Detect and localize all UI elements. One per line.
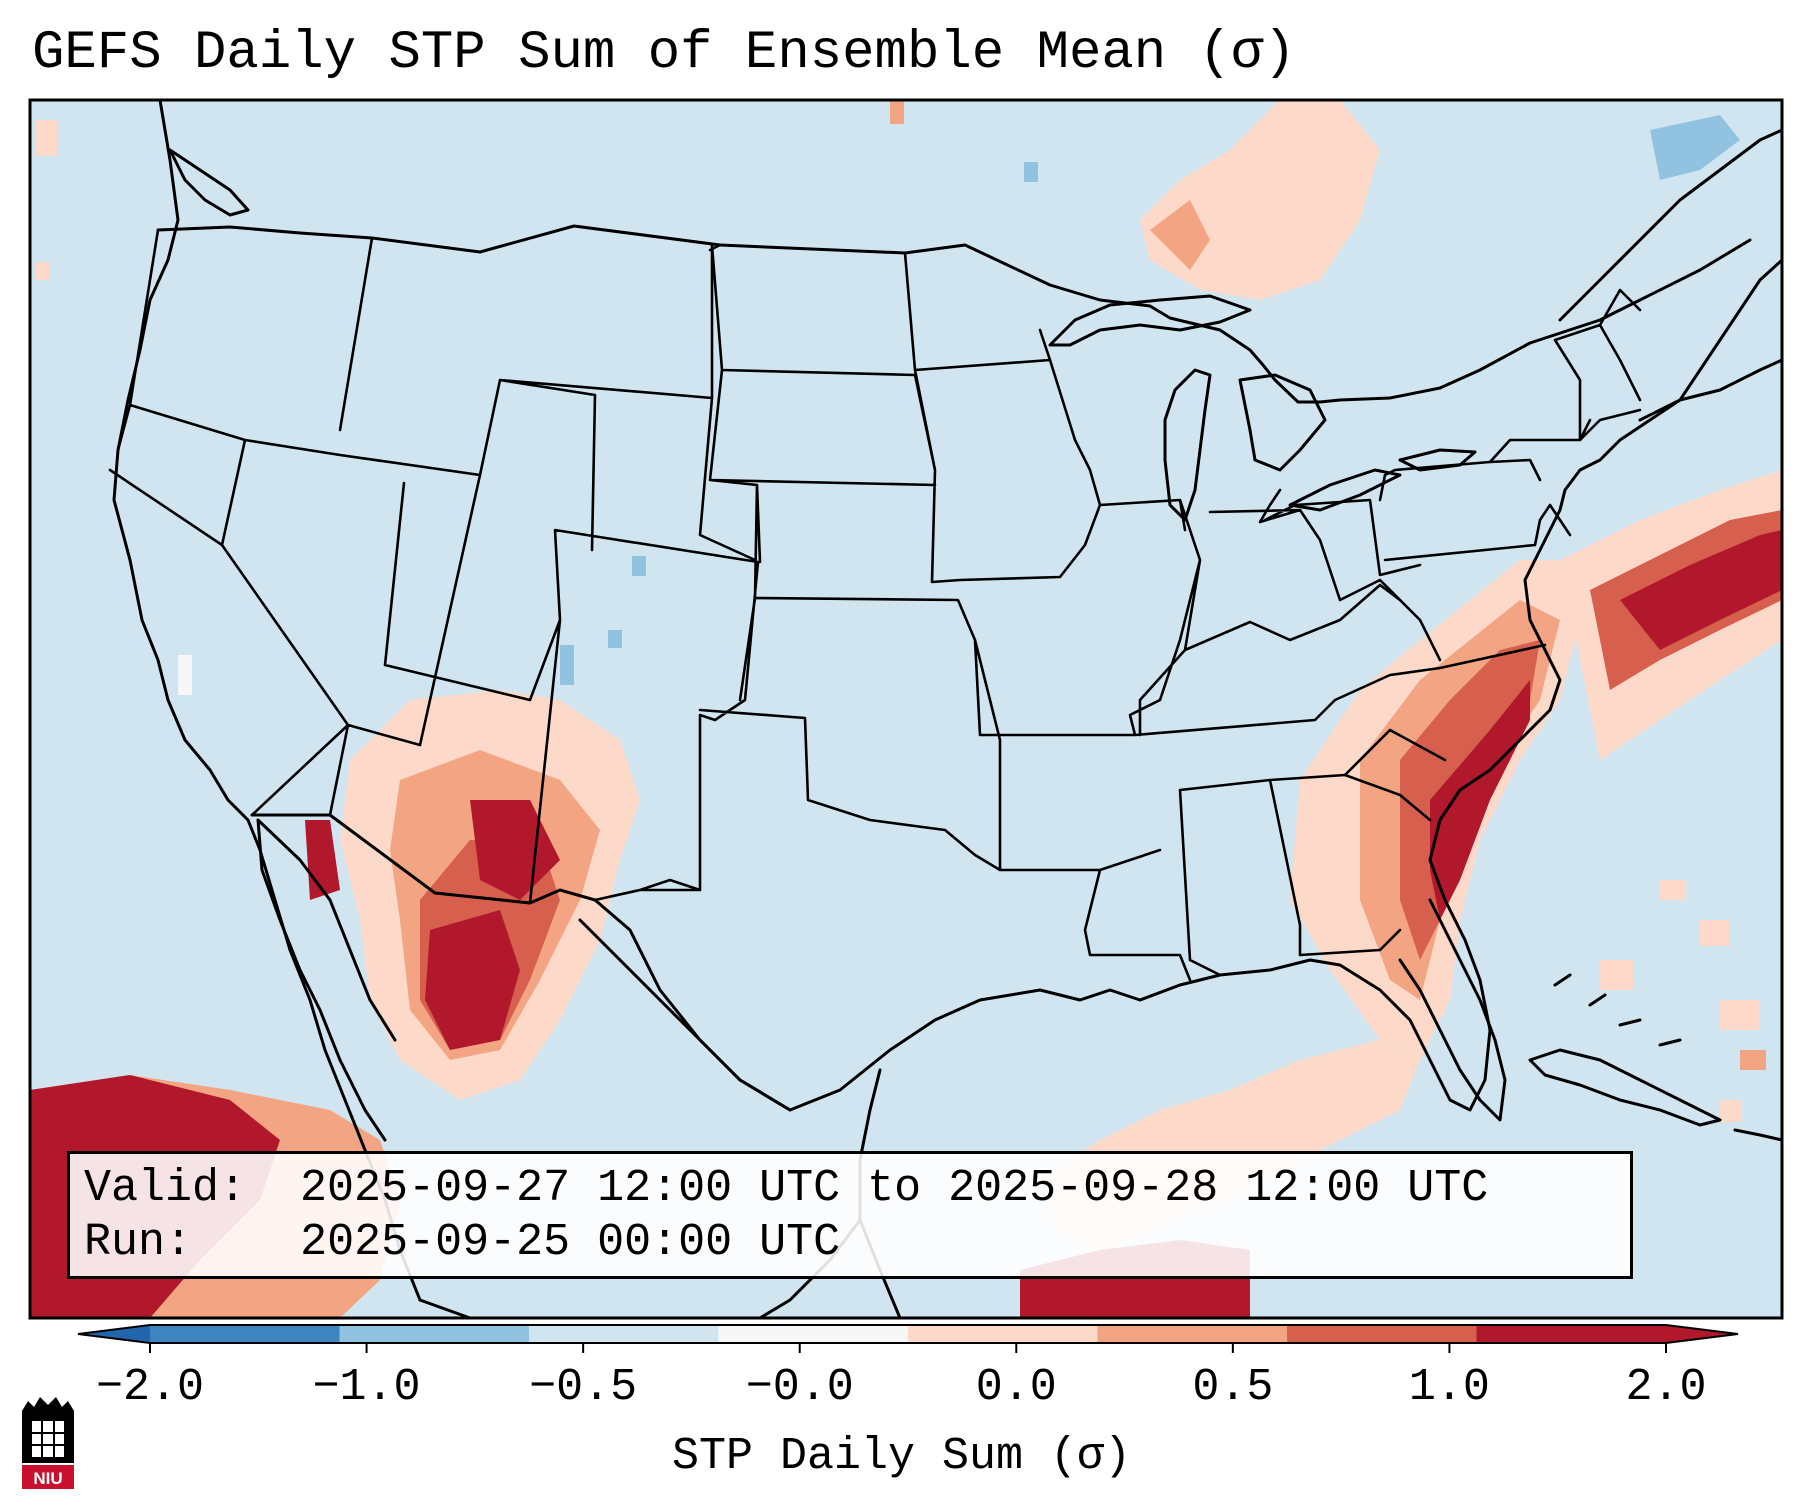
colorbar-tick-label: 0.0: [976, 1362, 1057, 1413]
stp-cell: [36, 262, 50, 280]
colorbar-segment: [1476, 1325, 1667, 1343]
colorbar-segment: [1097, 1325, 1288, 1343]
colorbar-tick-label: −1.0: [313, 1362, 421, 1413]
colorbar-segment: [339, 1325, 530, 1343]
stp-cell: [890, 100, 904, 124]
valid-value: 2025-09-27 12:00 UTC to 2025-09-28 12:00…: [300, 1163, 1489, 1214]
stp-cell: [36, 120, 58, 156]
colorbar-segment: [1287, 1325, 1477, 1343]
stp-cell-negative: [560, 645, 574, 685]
colorbar-extend-high: [1666, 1325, 1738, 1343]
colorbar-segment: [529, 1325, 719, 1343]
stp-cell-negative: [632, 556, 646, 576]
chart-title: GEFS Daily STP Sum of Ensemble Mean (σ): [32, 23, 1296, 84]
colorbar-tick-label: −0.5: [529, 1362, 637, 1413]
us-mexico-border: [250, 813, 792, 1112]
stp-atlantic-core: [1620, 530, 1782, 650]
stp-cell: [1660, 880, 1686, 900]
valid-row: Valid: 2025-09-27 12:00 UTC to 2025-09-2…: [84, 1162, 1616, 1216]
stp-cell: [1600, 960, 1634, 990]
colorbar-tick-label: −0.0: [746, 1362, 854, 1413]
pacific-coast: [112, 100, 422, 1302]
atlantic-coast: [1428, 258, 1782, 862]
colorbar-tick-label: 2.0: [1625, 1362, 1706, 1413]
stp-cell: [1700, 920, 1730, 946]
lake-erie: [1288, 468, 1402, 512]
stp-canada-mid: [1150, 200, 1210, 270]
valid-label: Valid:: [84, 1163, 247, 1214]
colorbar: −2.0 −1.0 −0.5 −0.0 0.0 0.5 1.0 2.0: [77, 1324, 1739, 1413]
lake-huron: [1238, 373, 1327, 472]
colorbar-segment: [150, 1325, 340, 1343]
hispaniola: [1733, 1128, 1782, 1142]
stp-cell: [1720, 1000, 1760, 1030]
cuba: [1528, 1048, 1722, 1127]
nova-scotia: [1638, 358, 1782, 422]
colorbar-tick-label: 1.0: [1409, 1362, 1490, 1413]
florida: [1398, 898, 1507, 1122]
lake-superior: [1048, 294, 1252, 347]
stp-cell-neutral: [178, 655, 192, 695]
niu-logo: NIU: [22, 1397, 74, 1489]
run-value: 2025-09-25 00:00 UTC: [300, 1217, 841, 1268]
stp-cell: [1720, 1100, 1742, 1122]
bahamas: [1553, 973, 1682, 1047]
lake-michigan: [1163, 368, 1212, 522]
run-label: Run:: [84, 1217, 193, 1268]
logo-text: NIU: [33, 1469, 62, 1488]
vancouver-island: [168, 148, 250, 217]
st-lawrence: [1558, 128, 1782, 322]
stp-canada-light-2: [1250, 110, 1330, 240]
colorbar-extend-low: [78, 1325, 150, 1343]
stp-southeast-core: [1430, 680, 1530, 920]
colorbar-tick-label: −2.0: [96, 1362, 204, 1413]
run-row: Run: 2025-09-25 00:00 UTC: [84, 1216, 1616, 1270]
colorbar-segment: [908, 1325, 1098, 1343]
info-box: Valid: 2025-09-27 12:00 UTC to 2025-09-2…: [67, 1151, 1633, 1279]
colorbar-tick-label: 0.5: [1192, 1362, 1273, 1413]
stp-cell-negative: [608, 630, 622, 648]
stp-canada-negative: [1650, 115, 1740, 180]
map-frame: [28, 98, 1784, 1320]
us-canada-border: [156, 224, 1752, 404]
colorbar-label: STP Daily Sum (σ): [671, 1431, 1132, 1482]
baja-peninsula: [256, 818, 397, 1142]
stp-cell-negative: [1024, 162, 1038, 182]
colorbar-segment: [718, 1325, 909, 1343]
stp-southwest-core-south: [425, 910, 520, 1050]
stp-cell: [1740, 1050, 1766, 1070]
